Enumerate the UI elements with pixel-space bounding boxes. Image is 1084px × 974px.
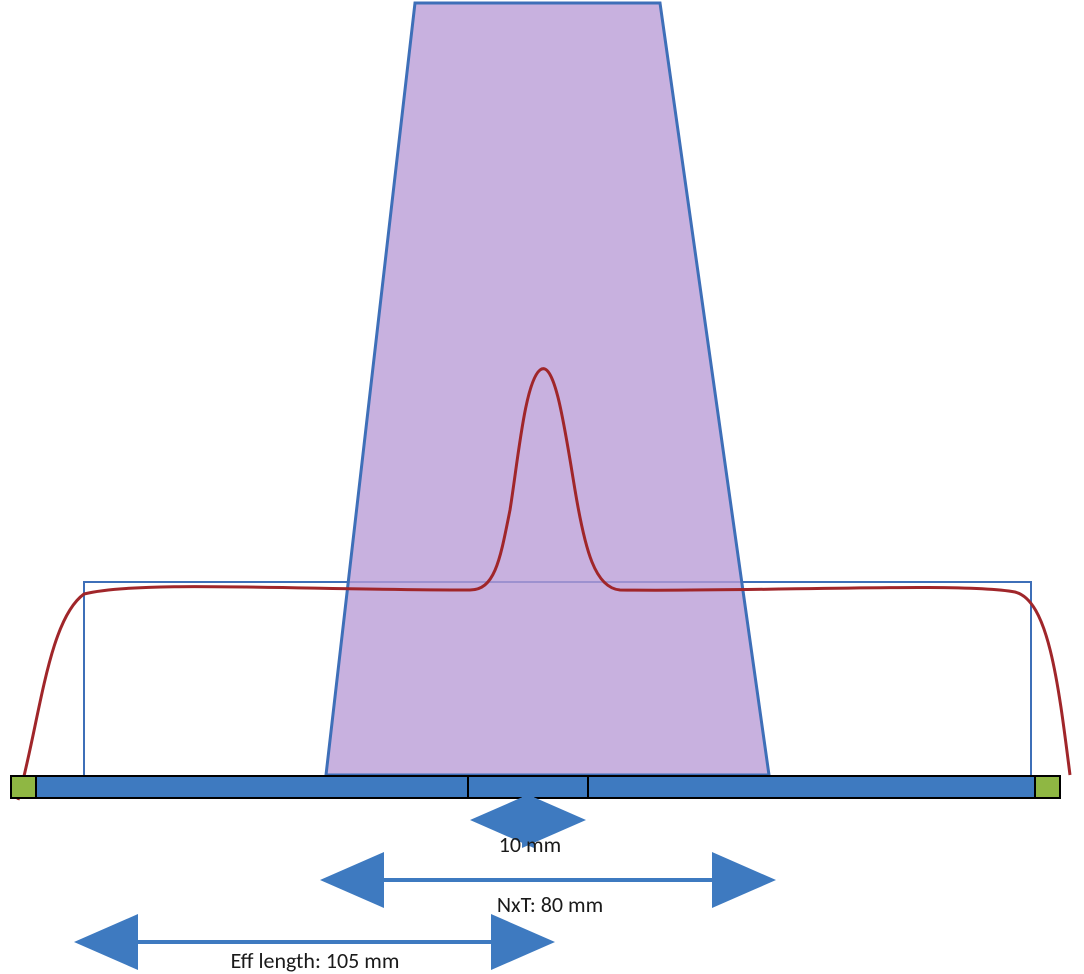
ct-dose-profile-diagram: 10 mm NxT: 80 mm Eff length: 105 mm [0, 0, 1084, 974]
dimension-annotations: 10 mm NxT: 80 mm Eff length: 105 mm [82, 820, 768, 974]
detector-bar [11, 776, 1060, 798]
dim_nxt-label: NxT: 80 mm [497, 891, 603, 918]
xray-beam-trapezoid [326, 3, 769, 775]
detector-end-cap-left [11, 776, 36, 798]
detector-main [36, 776, 1035, 798]
dim_eff-label: Eff length: 105 mm [231, 947, 400, 974]
detector-end-cap-right [1035, 776, 1060, 798]
dim_10mm-label: 10 mm [499, 831, 561, 858]
